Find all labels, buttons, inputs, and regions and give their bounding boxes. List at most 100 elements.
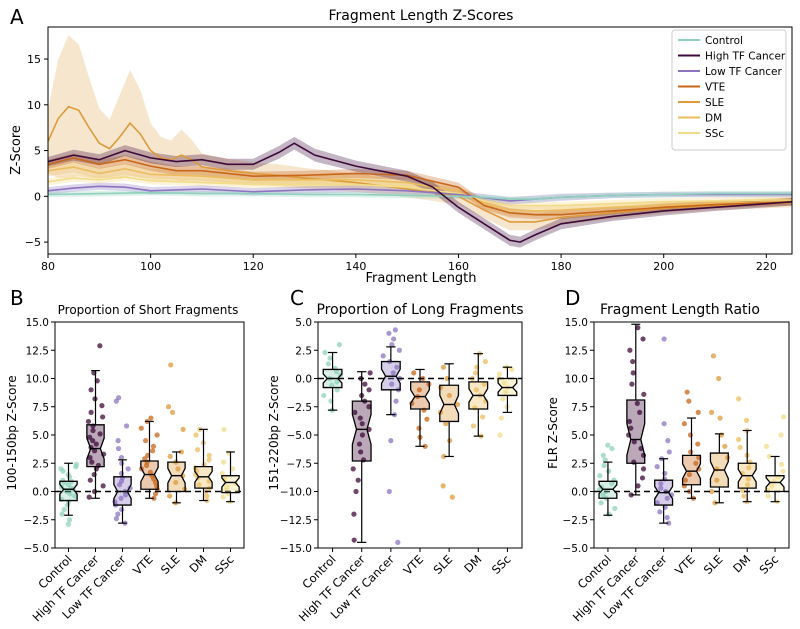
- data-point: [640, 466, 647, 472]
- data-point: [746, 465, 752, 471]
- data-point: [142, 456, 148, 462]
- x-tick-label: 120: [243, 260, 264, 273]
- data-point: [327, 355, 333, 361]
- x-tick-label: SSc: [212, 552, 237, 577]
- data-point: [781, 414, 787, 420]
- data-point: [366, 404, 372, 410]
- data-point: [744, 482, 751, 488]
- data-point: [154, 432, 160, 438]
- data-point: [605, 442, 611, 448]
- notched-box: [59, 480, 78, 502]
- y-tick-label: −2.5: [24, 515, 50, 527]
- data-point: [498, 415, 504, 421]
- y-tick-label: 7.5: [32, 402, 49, 414]
- panel-a-line-chart: Fragment Length Z-Scores Fragment Length…: [9, 8, 793, 286]
- data-point: [609, 445, 615, 452]
- data-point: [741, 493, 747, 499]
- notched-box: [167, 461, 186, 493]
- data-point: [355, 477, 361, 483]
- data-point: [695, 409, 701, 415]
- data-point: [480, 414, 486, 420]
- data-point: [395, 539, 401, 545]
- data-point: [769, 483, 775, 489]
- data-point: [169, 409, 176, 415]
- data-point: [175, 466, 181, 472]
- data-point: [765, 493, 771, 499]
- data-point: [356, 441, 363, 447]
- y-tick-label: 12.5: [26, 345, 49, 357]
- data-point: [151, 495, 157, 501]
- panel-a-title: Fragment Length Z-Scores: [329, 8, 514, 24]
- data-point: [635, 483, 641, 489]
- y-tick-label: −5.0: [24, 543, 50, 555]
- legend-label: SSc: [705, 128, 724, 140]
- y-tick-label: 7.5: [571, 402, 588, 414]
- data-point: [389, 342, 395, 348]
- data-point: [90, 438, 96, 444]
- data-point: [386, 488, 392, 495]
- data-point: [472, 370, 479, 376]
- x-tick-label: 100: [140, 260, 161, 273]
- data-point: [221, 426, 227, 432]
- data-point: [392, 327, 398, 333]
- data-point: [470, 423, 477, 429]
- series-line-ssc: [48, 176, 792, 207]
- data-point: [684, 389, 690, 395]
- data-point: [628, 425, 634, 431]
- data-point: [97, 431, 103, 437]
- data-point: [664, 514, 670, 521]
- legend-label: High TF Cancer: [705, 51, 786, 63]
- data-point: [193, 432, 199, 438]
- y-tick-label: −7.5: [287, 458, 313, 470]
- data-point: [224, 484, 230, 490]
- data-point: [440, 483, 446, 489]
- data-point: [201, 461, 207, 467]
- data-point: [736, 396, 742, 402]
- data-point: [89, 459, 95, 465]
- data-point: [662, 470, 668, 477]
- data-point: [100, 483, 106, 489]
- panel-d-title: Fragment Length Ratio: [600, 302, 760, 318]
- data-point: [778, 432, 784, 438]
- data-point: [737, 444, 743, 451]
- data-point: [167, 453, 173, 460]
- data-point: [178, 449, 185, 455]
- data-point: [709, 488, 715, 495]
- y-tick-label: 0.0: [295, 374, 312, 386]
- x-tick-label: 80: [41, 260, 55, 273]
- data-point: [657, 509, 663, 515]
- data-point: [396, 347, 402, 353]
- panel-d-box-plot: Fragment Length Ratio FLR Z-Score −5.0 −2…: [546, 302, 790, 624]
- notched-box: [439, 384, 460, 423]
- data-point: [87, 477, 93, 483]
- data-point: [123, 423, 130, 429]
- data-point: [658, 480, 664, 487]
- data-point: [165, 404, 172, 410]
- panel-d-ylabel: FLR Z-Score: [546, 397, 560, 469]
- data-point: [119, 460, 125, 466]
- data-point: [138, 425, 144, 431]
- data-point: [119, 506, 125, 513]
- panel-letter-d: D: [565, 286, 580, 310]
- data-point: [336, 342, 343, 348]
- data-point: [612, 505, 618, 512]
- data-point: [353, 488, 359, 495]
- notched-box: [86, 424, 105, 468]
- data-point: [716, 375, 722, 382]
- data-point: [481, 381, 487, 387]
- y-tick-label: 15.0: [26, 317, 49, 329]
- data-point: [351, 537, 357, 543]
- band-sle: [48, 35, 792, 231]
- data-point: [766, 453, 772, 460]
- x-tick-label: SLE: [701, 552, 726, 577]
- data-point: [416, 387, 423, 393]
- data-point: [322, 349, 328, 356]
- data-point: [206, 452, 212, 458]
- series-line-sle: [48, 105, 792, 223]
- data-point: [709, 409, 715, 415]
- panel-c-title: Proportion of Long Fragments: [316, 302, 523, 318]
- x-tick-label: VTE: [401, 552, 427, 578]
- legend: Control High TF Cancer Low TF Cancer VTE SLE…: [671, 29, 787, 151]
- data-point: [65, 482, 72, 488]
- data-point: [605, 468, 612, 474]
